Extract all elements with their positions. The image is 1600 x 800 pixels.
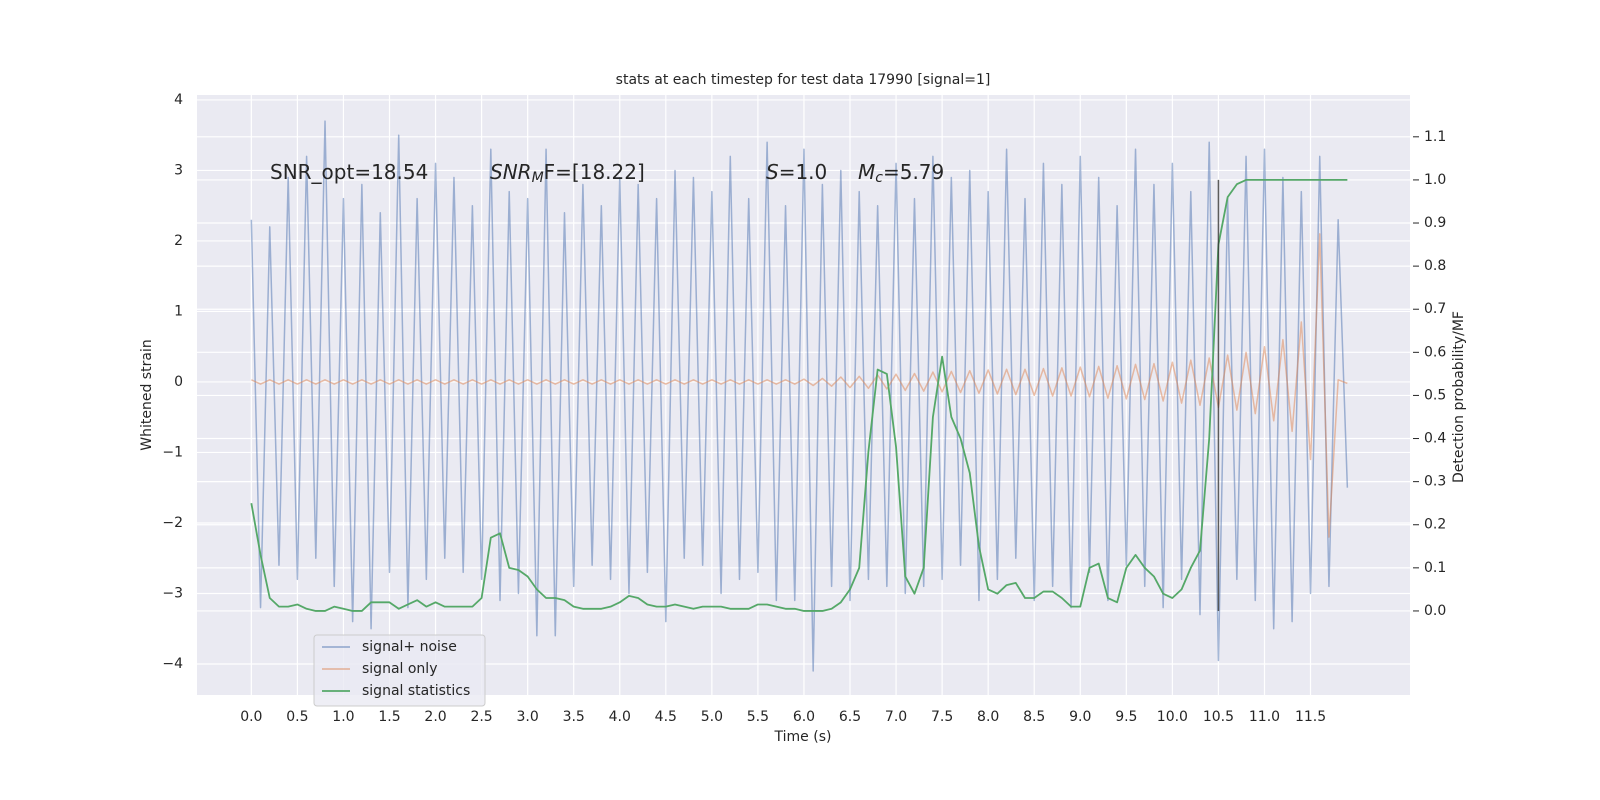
- x-tick-label: 3.0: [517, 709, 539, 725]
- x-tick-label: 4.5: [655, 709, 677, 725]
- annotation: Mc=5.79: [858, 160, 944, 187]
- x-tick-label: 7.0: [885, 709, 907, 725]
- x-tick-label: 3.5: [563, 709, 585, 725]
- legend-label: signal statistics: [362, 683, 470, 699]
- y2-tick-label: 0.1: [1424, 560, 1446, 576]
- x-tick-label: 10.5: [1203, 709, 1234, 725]
- series-line: [250, 179, 1348, 612]
- x-tick-label: 2.0: [424, 709, 446, 725]
- annotation-part: M: [532, 170, 544, 186]
- y2-tick-label: 0.6: [1424, 344, 1446, 360]
- chart-title: stats at each timestep for test data 179…: [616, 72, 991, 88]
- x-tick-label: 5.5: [747, 709, 769, 725]
- x-tick-label: 4.0: [609, 709, 631, 725]
- annotation-part: SNR_opt=18.54: [270, 160, 428, 184]
- x-tick-label: 10.0: [1157, 709, 1188, 725]
- x-tick-label: 9.5: [1115, 709, 1137, 725]
- y2-tick-label: 1.0: [1424, 172, 1446, 188]
- y-tick-label: −4: [162, 656, 183, 672]
- y2-tick-label: 0.8: [1424, 258, 1446, 274]
- x-tick-label: 11.5: [1295, 709, 1326, 725]
- annotation: SNRMF=[18.22]: [490, 160, 645, 187]
- annotation-part: SNR: [490, 160, 532, 184]
- x-tick-label: 7.5: [931, 709, 953, 725]
- x-axis-label: Time (s): [774, 729, 832, 745]
- y-tick-label: −1: [162, 444, 183, 460]
- x-tick-label: 6.5: [839, 709, 861, 725]
- annotation-part: F=[18.22]: [544, 160, 645, 184]
- x-tick-label: 2.5: [470, 709, 492, 725]
- y2-tick-label: 0.5: [1424, 387, 1446, 403]
- y2-axis-label: Detection probability/MF: [1451, 311, 1467, 483]
- y-axis-label: Whitened strain: [139, 339, 155, 450]
- x-tick-label: 8.5: [1023, 709, 1045, 725]
- y-tick-label: 1: [174, 303, 183, 319]
- x-tick-label: 6.0: [793, 709, 815, 725]
- x-tick-label: 0.0: [240, 709, 262, 725]
- x-tick-label: 9.0: [1069, 709, 1091, 725]
- annotation: S=1.0: [766, 160, 827, 184]
- y2-tick-label: 0.7: [1424, 301, 1446, 317]
- y2-tick-label: 0.4: [1424, 431, 1446, 447]
- legend-box: [313, 634, 486, 707]
- y2-tick-label: 0.9: [1424, 215, 1446, 231]
- x-tick-label: 5.0: [701, 709, 723, 725]
- annotation-part: c: [875, 170, 883, 186]
- y-tick-label: −3: [162, 585, 183, 601]
- series-line: [251, 233, 1348, 538]
- x-tick-label: 1.0: [332, 709, 354, 725]
- x-tick-label: 1.5: [378, 709, 400, 725]
- x-tick-label: 8.0: [977, 709, 999, 725]
- legend-label: signal+ noise: [362, 639, 457, 655]
- annotation-part: S: [766, 160, 779, 184]
- y-tick-label: −2: [162, 515, 183, 531]
- y2-tick-label: 1.1: [1424, 129, 1446, 145]
- x-tick-label: 11.0: [1249, 709, 1280, 725]
- legend: signal+ noise signal only signal statistic…: [313, 634, 486, 707]
- y2-tick-label: 0.0: [1424, 603, 1446, 619]
- y-tick-label: 0: [174, 374, 183, 390]
- y2-tick-label: 0.2: [1424, 517, 1446, 533]
- x-tick-label: 0.5: [286, 709, 308, 725]
- annotation-part: =1.0: [779, 160, 828, 184]
- y-tick-label: 4: [174, 92, 183, 108]
- series-line: [250, 120, 1349, 672]
- y2-tick-label: 0.3: [1424, 474, 1446, 490]
- annotation: SNR_opt=18.54: [270, 160, 428, 184]
- y-tick-label: 2: [174, 233, 183, 249]
- legend-label: signal only: [362, 661, 437, 677]
- annotation-part: M: [858, 160, 875, 184]
- y-tick-label: 3: [174, 162, 183, 178]
- annotation-part: =5.79: [883, 160, 944, 184]
